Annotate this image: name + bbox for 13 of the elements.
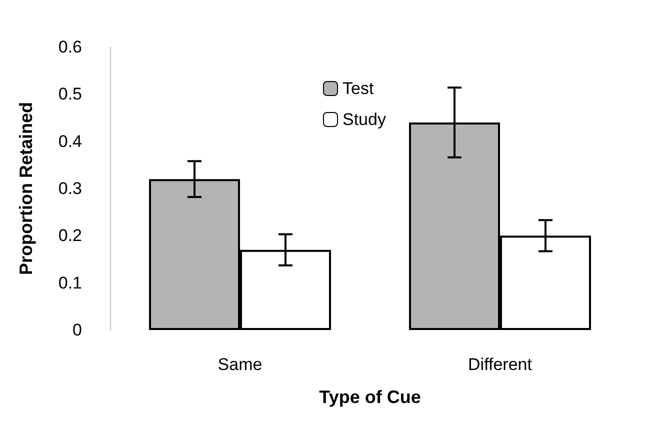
legend-label: Study <box>342 110 386 129</box>
y-tick-label: 0.3 <box>58 179 82 198</box>
x-tick-label: Different <box>468 355 532 374</box>
legend-label: Test <box>342 79 374 98</box>
y-tick-label: 0.5 <box>58 84 82 104</box>
x-axis-title: Type of Cue <box>319 387 421 407</box>
y-axis-title: Proportion Retained <box>16 102 36 276</box>
x-tick-label: Same <box>218 355 262 374</box>
y-tick-label: 0.2 <box>58 226 82 246</box>
y-tick-label: 0 <box>72 320 82 340</box>
y-tick-label: 0.6 <box>58 38 82 56</box>
y-tick-label: 0.4 <box>58 132 82 151</box>
y-tick-label: 0.1 <box>58 273 82 292</box>
